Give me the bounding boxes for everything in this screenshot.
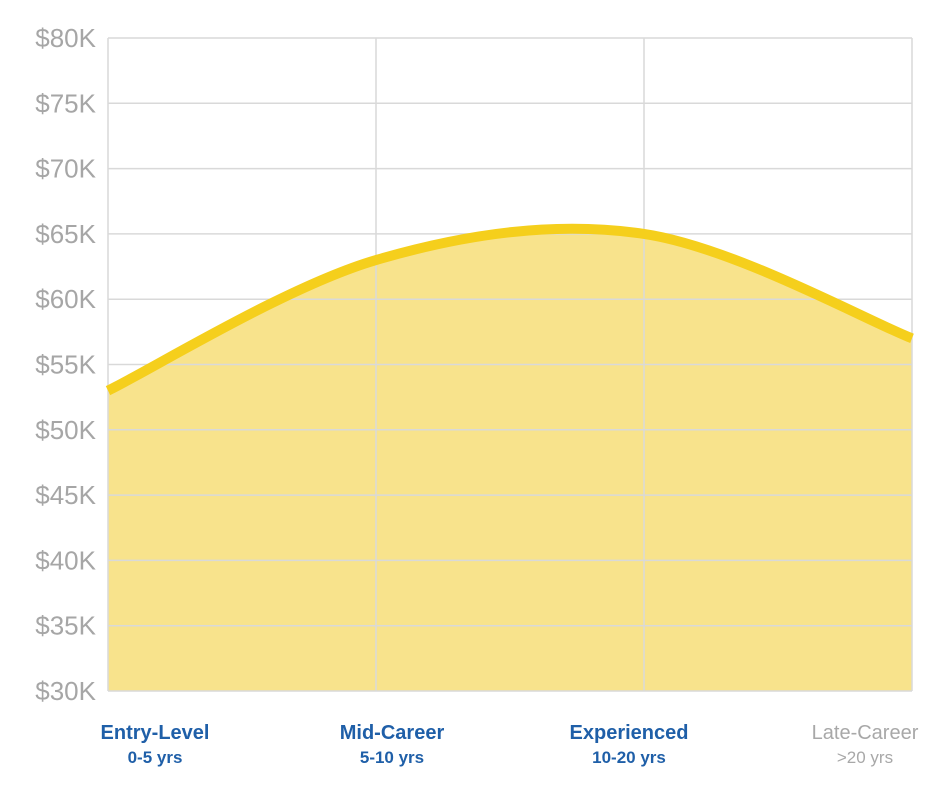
y-tick-label: $70K (35, 154, 96, 184)
x-category-late-career: Late-Career >20 yrs (765, 720, 940, 770)
x-category-label: Mid-Career (339, 722, 445, 744)
y-tick-label: $65K (35, 219, 96, 249)
y-tick-label: $50K (35, 415, 96, 445)
x-category-label: Experienced (569, 722, 689, 744)
y-tick-label: $55K (35, 350, 96, 380)
area-fill (108, 228, 912, 691)
y-axis-ticks: $80K $75K $70K $65K $60K $55K $50K $45K $40K $35K… (35, 23, 96, 706)
x-category-sublabel: 0-5 yrs (127, 748, 183, 767)
x-category-sublabel: >20 yrs (836, 748, 894, 767)
y-tick-label: $80K (35, 23, 96, 53)
x-category-entry-level: Entry-Level 0-5 yrs (55, 720, 255, 770)
x-category-label: Entry-Level (100, 722, 210, 744)
x-category-label: Late-Career (811, 722, 919, 744)
x-category-sublabel: 10-20 yrs (592, 748, 666, 767)
series-line (105, 223, 914, 396)
y-tick-label: $75K (35, 88, 96, 118)
y-tick-label: $40K (35, 545, 96, 575)
y-tick-label: $30K (35, 676, 96, 706)
x-category-experienced: Experienced 10-20 yrs (529, 720, 729, 770)
y-tick-label: $45K (35, 480, 96, 510)
y-tick-label: $60K (35, 284, 96, 314)
x-category-mid-career: Mid-Career 5-10 yrs (292, 720, 492, 770)
y-tick-label: $35K (35, 611, 96, 641)
grid-lines (107, 37, 913, 692)
x-category-sublabel: 5-10 yrs (359, 748, 425, 767)
